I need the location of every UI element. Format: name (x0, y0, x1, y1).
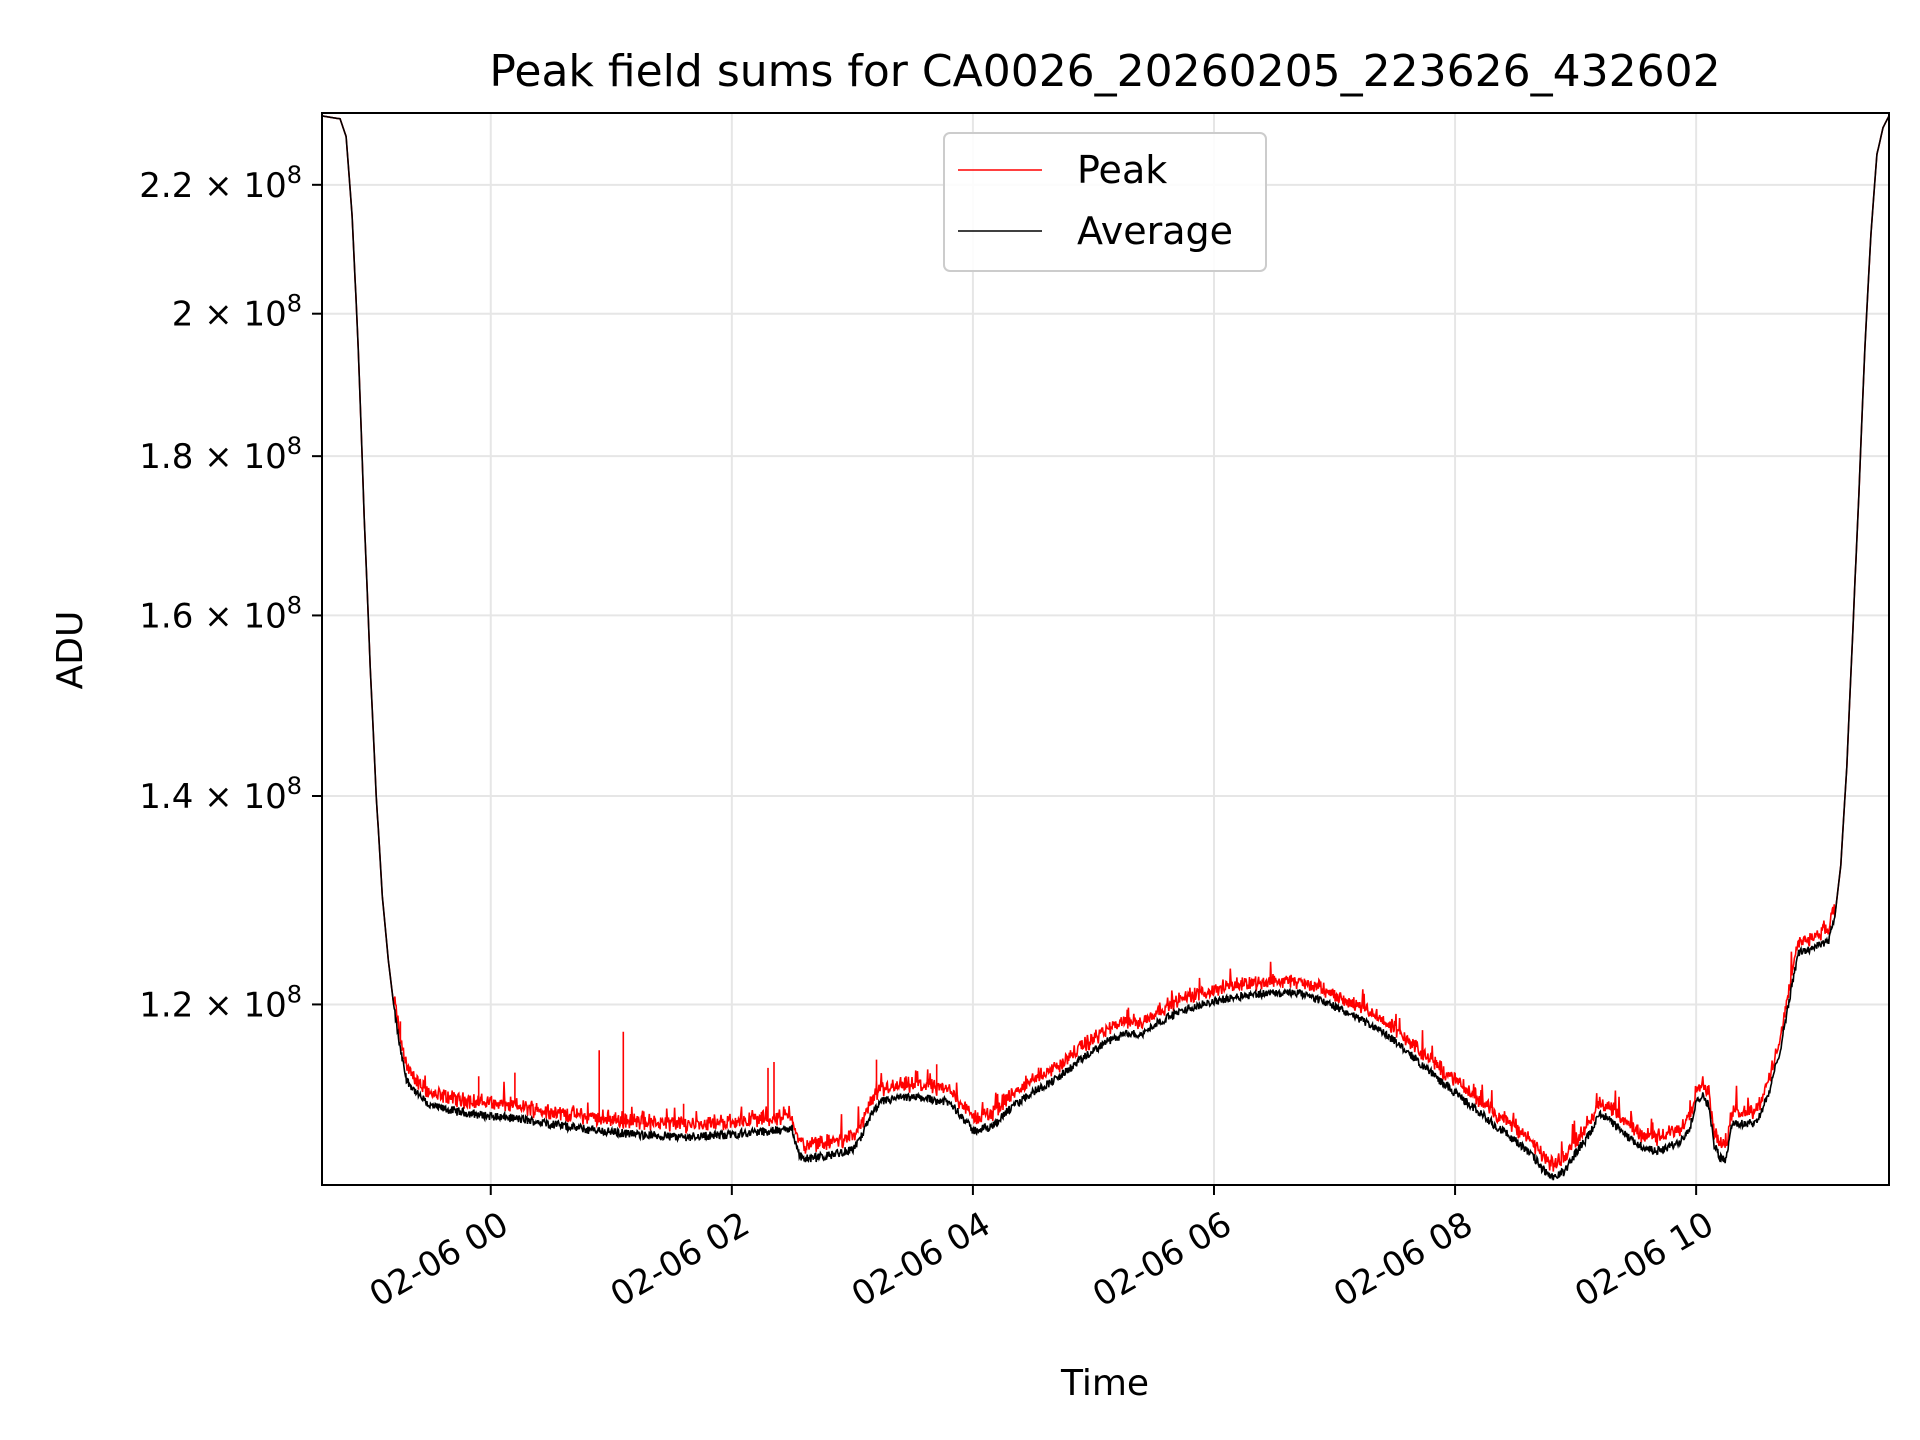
legend-average-label: Average (1077, 209, 1233, 253)
y-tick-label: 1.2 × 108 (139, 980, 302, 1025)
chart-title: Peak field sums for CA0026_20260205_2236… (489, 46, 1720, 97)
legend-box (943, 132, 1267, 272)
y-axis-label: ADU (50, 611, 91, 690)
peak-series-line (322, 115, 1889, 1172)
y-tick-label: 2 × 108 (172, 290, 302, 335)
legend-peak-label: Peak (1077, 148, 1167, 192)
y-axis: 1.2 × 108 1.4 × 108 1.6 × 108 1.8 × 108 2 × … (139, 161, 322, 1025)
legend: Peak Average (943, 132, 1267, 272)
plot-frame (321, 112, 1890, 1186)
x-axis-label: Time (1060, 1363, 1149, 1404)
grid (322, 113, 1889, 1185)
y-tick-label: 1.4 × 108 (139, 772, 302, 817)
y-tick-label: 2.2 × 108 (139, 161, 302, 206)
average-series-line (322, 115, 1889, 1181)
y-tick-label: 1.6 × 108 (139, 591, 302, 636)
y-tick-label: 1.8 × 108 (139, 432, 302, 477)
